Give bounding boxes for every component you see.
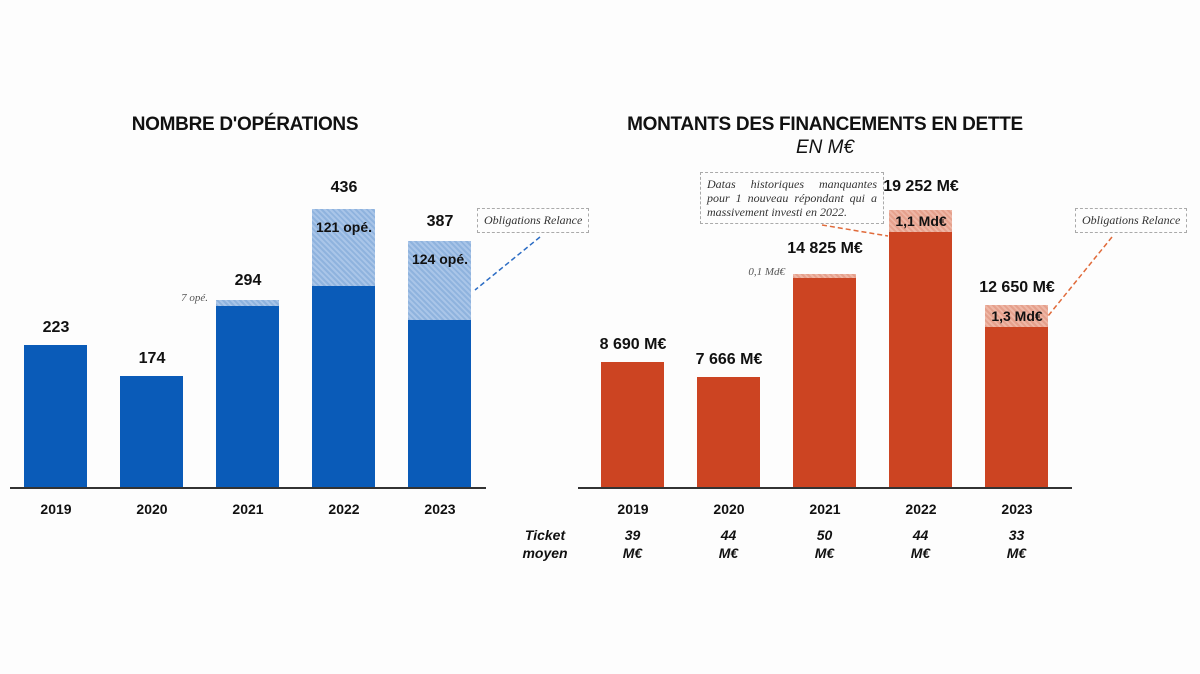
year-label-2020: 2020 xyxy=(136,501,168,517)
bar-2023 xyxy=(985,305,1048,487)
ticket-amount: 44 xyxy=(720,527,737,543)
left-chart-title: NOMBRE D'OPÉRATIONS xyxy=(131,114,359,135)
value-label-2021: 294 xyxy=(234,271,262,289)
right-note-arrow xyxy=(1047,236,1113,317)
bar-2020 xyxy=(697,376,760,487)
year-label-2022: 2022 xyxy=(905,501,937,517)
ticket-unit: M€ xyxy=(622,545,643,561)
value-label-2020: 7 666 M€ xyxy=(695,350,763,368)
highlight-segment-2021 xyxy=(216,299,279,306)
year-label-2023: 2023 xyxy=(1001,501,1033,517)
ticket-amount: 33 xyxy=(1008,527,1025,543)
ticket-value-2020: 44 M€ xyxy=(697,526,760,562)
bar-2019 xyxy=(601,362,664,487)
missing-data-arrow xyxy=(821,224,889,237)
ticket-amount: 50 xyxy=(816,527,833,543)
bar-2020 xyxy=(120,376,183,487)
value-label-2020: 174 xyxy=(138,350,166,368)
highlight-label-2022: 1,1 Md€ xyxy=(895,213,947,230)
right-note-obligations: Obligations Relance xyxy=(1075,208,1188,233)
left-note-arrow xyxy=(474,236,541,291)
ticket-unit: M€ xyxy=(910,545,931,561)
value-label-2023: 387 xyxy=(426,212,454,230)
value-label-2021: 14 825 M€ xyxy=(787,239,863,257)
ticket-value-2019: 39 M€ xyxy=(601,526,664,562)
left-note-obligations: Obligations Relance xyxy=(477,208,590,233)
ticket-value-2022: 44 M€ xyxy=(889,526,952,562)
highlight-segment-2022 xyxy=(312,209,375,287)
highlight-label-2022: 121 opé. xyxy=(315,219,373,236)
year-label-2021: 2021 xyxy=(809,501,841,517)
value-label-2019: 223 xyxy=(42,319,70,336)
ticket-amount: 44 xyxy=(912,527,929,543)
highlight-segment-2022 xyxy=(889,210,952,233)
value-label-2022: 436 xyxy=(330,179,358,197)
bar-2021 xyxy=(216,299,279,487)
year-label-2019: 2019 xyxy=(40,501,72,517)
bar-2019 xyxy=(24,345,87,487)
right-chart-subtitle: EN M€ xyxy=(795,137,855,158)
bar-2022 xyxy=(889,210,952,487)
highlight-segment-2023 xyxy=(408,240,471,320)
year-label-2021: 2021 xyxy=(232,501,264,517)
year-label-2022: 2022 xyxy=(328,501,360,517)
right-x-axis xyxy=(578,487,1072,489)
value-label-2022: 19 252 M€ xyxy=(883,178,959,196)
bar-2021 xyxy=(793,273,856,487)
ticket-value-2021: 50 M€ xyxy=(793,526,856,562)
ticket-label: Ticket moyen xyxy=(510,526,580,562)
ticket-unit: M€ xyxy=(718,545,739,561)
right-note-missing-data: Datas historiques manquantes pour 1 nouv… xyxy=(700,172,884,224)
right-chart-title: MONTANTS DES FINANCEMENTS EN DETTE xyxy=(627,114,1023,135)
ticket-unit: M€ xyxy=(814,545,835,561)
ticket-unit: M€ xyxy=(1006,545,1027,561)
highlight-segment-2023 xyxy=(985,305,1048,328)
left-x-axis xyxy=(10,487,486,489)
highlight-label-2023: 1,3 Md€ xyxy=(991,308,1043,325)
ticket-value-2023: 33 M€ xyxy=(985,526,1048,562)
ticket-label-line2: moyen xyxy=(522,545,568,561)
highlight-label-2023: 124 opé. xyxy=(411,250,469,267)
year-label-2023: 2023 xyxy=(424,501,456,517)
highlight-segment-2021 xyxy=(793,273,856,278)
value-label-2019: 8 690 M€ xyxy=(599,336,667,353)
highlight-label-2021: 7 opé. xyxy=(181,291,208,304)
ticket-label-line1: Ticket xyxy=(524,527,566,543)
year-label-2019: 2019 xyxy=(617,501,649,517)
value-label-2023: 12 650 M€ xyxy=(979,279,1055,297)
highlight-label-2021: 0,1 Md€ xyxy=(748,265,785,278)
ticket-amount: 39 xyxy=(624,527,641,543)
year-label-2020: 2020 xyxy=(713,501,745,517)
